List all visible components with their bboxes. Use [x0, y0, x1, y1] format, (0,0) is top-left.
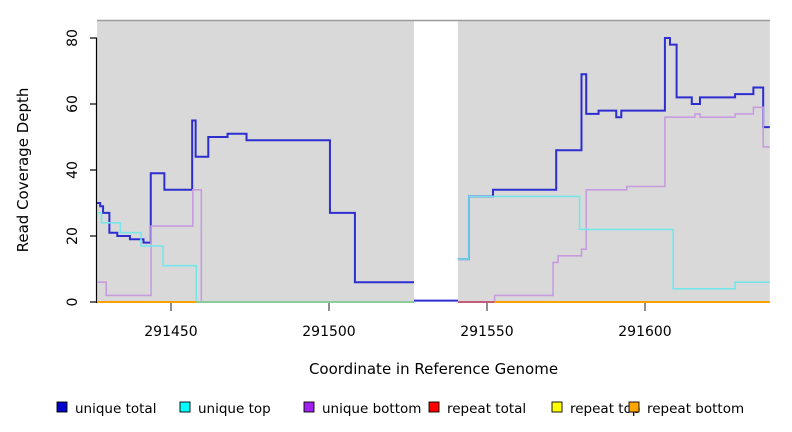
y-tick-label: 0: [65, 298, 81, 307]
legend-label-unique-top: unique top: [198, 401, 271, 417]
legend-swatch-unique-total: [56, 401, 68, 413]
series-unique-bottom: [97, 189, 415, 303]
legend-label-repeat-bottom: repeat bottom: [647, 401, 744, 417]
series-unique-bottom: [457, 106, 770, 303]
y-tick-label: 60: [65, 95, 81, 113]
series-unique-total: [457, 37, 770, 261]
legend-label-repeat-top: repeat top: [570, 401, 640, 417]
legend-label-repeat-total: repeat total: [447, 401, 526, 417]
legend-swatch-repeat-total: [428, 401, 440, 413]
series-unique-total: [97, 119, 415, 284]
series-unique-top: [97, 212, 415, 303]
x-tick-label: 291500: [302, 324, 355, 340]
x-axis-title: Coordinate in Reference Genome: [309, 360, 558, 378]
panel-region-2: [457, 20, 770, 303]
series-unique-top: [457, 195, 770, 290]
y-tick-label: 40: [65, 161, 81, 179]
x-tick-label: 291600: [618, 324, 671, 340]
legend-swatch-repeat-top: [551, 401, 563, 413]
legend-label-unique-bottom: unique bottom: [322, 401, 421, 417]
legend-swatch-unique-bottom: [303, 401, 315, 413]
legend-label-unique-total: unique total: [75, 401, 156, 417]
legend-swatch-unique-top: [179, 401, 191, 413]
y-tick-label: 20: [65, 227, 81, 245]
x-tick-label: 291550: [460, 324, 513, 340]
x-tick-label: 291450: [144, 324, 197, 340]
panel-region-1: [97, 20, 415, 303]
y-axis-title: Read Coverage Depth: [14, 88, 32, 253]
legend-swatch-repeat-bottom: [628, 401, 640, 413]
y-tick-label: 80: [65, 29, 81, 47]
